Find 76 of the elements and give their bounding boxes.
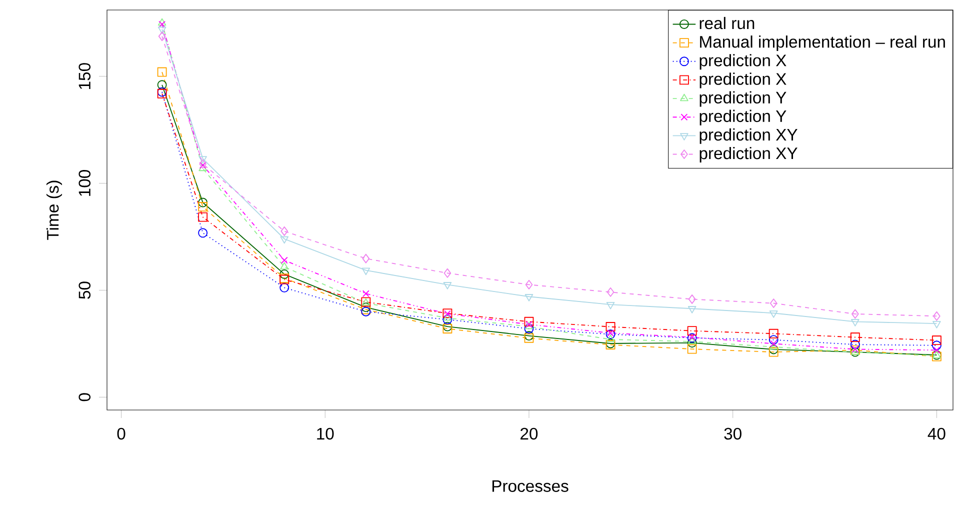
point [606,302,615,310]
point [932,336,942,346]
point [198,164,207,172]
point [524,294,534,302]
point [198,156,207,164]
y-axis-title: Time (s) [46,180,62,240]
point [158,32,166,42]
point [768,344,778,354]
point [443,282,452,290]
point [362,268,370,276]
point [280,262,289,270]
point [444,268,452,278]
point [362,254,370,264]
point [688,306,696,314]
legend-label: prediction Y [700,110,786,126]
point [198,202,208,212]
legend-label: prediction Y [700,91,786,107]
point [687,326,697,336]
y-tick-label: 150 [78,63,91,89]
point [768,347,778,357]
point [198,228,208,238]
x-tick-label: 40 [928,428,946,440]
point [769,310,778,318]
x-tick-label: 20 [520,428,538,440]
point [850,340,860,350]
point [606,322,616,332]
point [199,159,206,169]
y-tick-label: 100 [78,170,91,196]
x-tick-label: 10 [317,428,334,440]
point [687,344,697,354]
x-tick-label: 30 [724,428,742,440]
legend-label: prediction X [700,54,786,70]
point [687,338,697,348]
point [851,309,859,319]
point [157,80,167,90]
legend-label: prediction XY [700,128,798,144]
legend-label: Manual implementation – real run [700,36,945,52]
point [932,320,941,328]
point [606,287,614,297]
point [932,340,942,350]
point [606,334,615,342]
point [158,18,166,26]
legend-label: prediction XY [700,146,798,162]
point [688,336,696,344]
point [280,236,289,244]
point [158,26,166,34]
legend-label: real run [700,16,754,30]
point [525,280,533,290]
point [280,282,290,292]
point [688,294,696,304]
point [606,330,616,340]
point [280,226,288,236]
point [850,319,860,326]
point [443,313,452,321]
point [198,198,208,208]
point [157,67,167,77]
y-tick-label: 50 [78,282,91,299]
point [442,314,452,324]
point [158,20,166,28]
point [768,328,778,338]
x-tick-label: 0 [117,428,126,440]
y-tick-label: 0 [78,393,91,402]
point [280,269,290,279]
point [933,311,940,321]
point [280,256,288,264]
point [850,332,860,342]
legend-label: prediction X [700,72,786,88]
point [607,330,614,336]
point [524,316,534,326]
point [199,162,206,169]
point [933,346,940,354]
point [768,335,778,345]
point [770,298,778,308]
point [198,212,208,222]
point [362,290,370,298]
x-axis-title: Processes [492,480,568,492]
